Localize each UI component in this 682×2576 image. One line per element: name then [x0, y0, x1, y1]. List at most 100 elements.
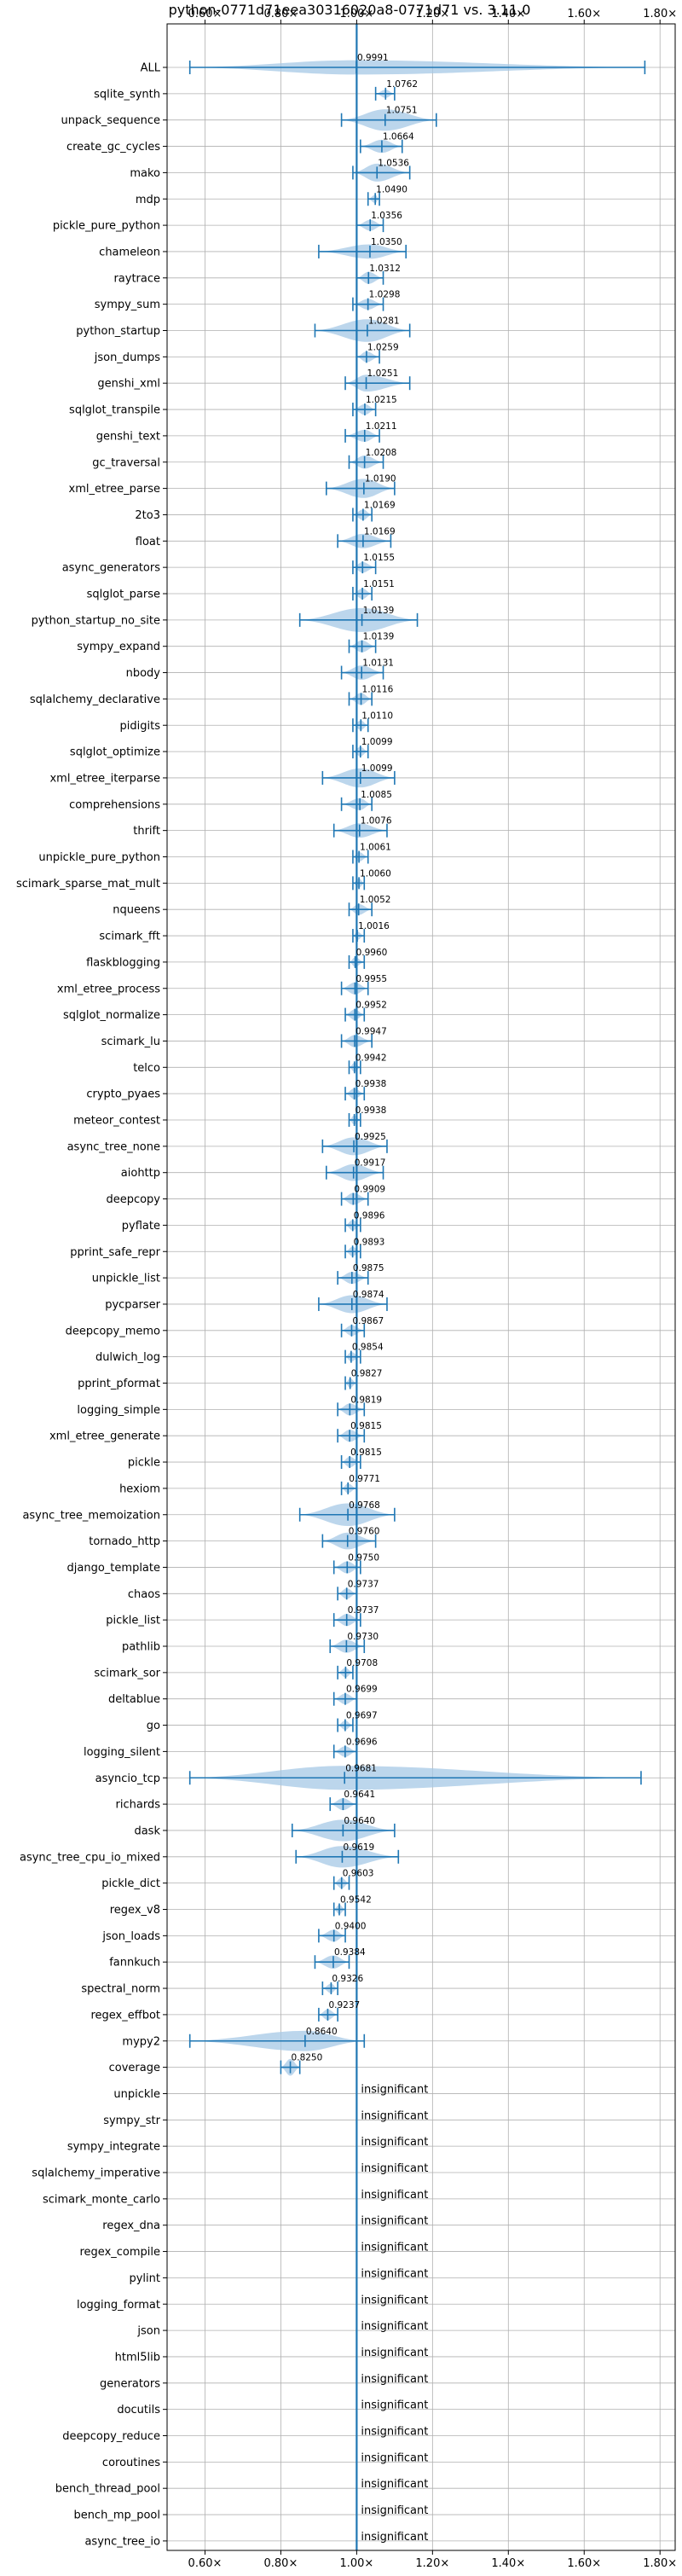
value-label: 0.9827: [351, 1369, 383, 1379]
category-label: raytrace: [113, 272, 160, 285]
value-label: 0.9696: [346, 1737, 378, 1747]
value-label: 0.9893: [354, 1237, 385, 1247]
category-label: genshi_text: [96, 430, 160, 443]
x-tick-label-bottom: 1.20×: [415, 2557, 449, 2570]
value-label: 0.9237: [328, 2000, 360, 2010]
category-label: pidigits: [120, 720, 161, 733]
insignificant-label: insignificant: [361, 2294, 428, 2306]
category-label: dulwich_log: [95, 1351, 160, 1364]
value-label: 1.0251: [367, 368, 399, 379]
value-label: 0.9909: [354, 1185, 385, 1195]
x-tick-label-top: 1.80×: [643, 8, 677, 20]
category-label: json_loads: [101, 1930, 160, 1943]
category-label: unpack_sequence: [61, 114, 160, 127]
category-label: mako: [130, 167, 160, 180]
insignificant-label: insignificant: [361, 2347, 428, 2359]
category-label: regex_compile: [79, 2246, 160, 2259]
category-label: xml_etree_process: [57, 983, 160, 995]
value-label: 0.9542: [340, 1895, 372, 1906]
value-label: 0.9896: [354, 1210, 385, 1221]
category-label: aiohttp: [121, 1167, 160, 1180]
category-label: pickle_dict: [101, 1877, 160, 1890]
category-label: sqlalchemy_imperative: [32, 2167, 160, 2180]
insignificant-label: insignificant: [361, 2504, 428, 2517]
category-label: pickle: [128, 1457, 160, 1470]
category-label: sqlite_synth: [94, 88, 160, 101]
category-label: scimark_monte_carlo: [43, 2193, 160, 2206]
value-label: 0.9854: [352, 1343, 384, 1353]
category-label: dask: [134, 1825, 160, 1837]
category-label: sqlglot_transpile: [69, 404, 160, 417]
value-label: 0.9681: [345, 1763, 377, 1773]
category-label: sympy_expand: [77, 641, 160, 653]
category-label: pickle_pure_python: [53, 220, 160, 233]
category-label: pprint_pformat: [78, 1378, 160, 1390]
insignificant-label: insignificant: [361, 2373, 428, 2386]
value-label: 1.0356: [371, 211, 402, 221]
category-label: spectral_norm: [81, 1983, 160, 1996]
value-label: 1.0131: [362, 659, 394, 669]
value-label: 1.0139: [363, 606, 395, 616]
value-label: 0.9815: [350, 1421, 382, 1431]
category-label: unpickle_list: [92, 1273, 160, 1285]
category-label: chameleon: [99, 246, 160, 258]
category-label: unpickle: [113, 2088, 160, 2101]
category-label: mdp: [136, 194, 160, 206]
category-label: async_tree_io: [84, 2535, 160, 2548]
category-label: comprehensions: [69, 798, 160, 811]
category-label: asyncio_tcp: [95, 1772, 160, 1785]
value-label: 1.0076: [361, 816, 392, 827]
x-tick-label-top: 0.60×: [188, 8, 223, 20]
category-label: gc_traversal: [92, 456, 160, 469]
category-label: xml_etree_parse: [69, 483, 160, 496]
value-label: 0.9760: [349, 1527, 380, 1537]
x-tick-label-top: 1.60×: [567, 8, 601, 20]
value-label: 1.0052: [360, 895, 391, 905]
plot-frame: [166, 23, 676, 2551]
category-label: nbody: [126, 667, 161, 680]
category-label: python_startup: [76, 325, 160, 338]
violins: [188, 60, 646, 2076]
value-label: 1.0490: [376, 184, 407, 194]
value-label: 1.0061: [360, 843, 391, 853]
value-label: 1.0169: [364, 526, 396, 537]
value-label: 1.0751: [386, 106, 418, 116]
value-label: 1.0099: [361, 763, 393, 774]
value-label: 0.9708: [346, 1658, 378, 1668]
value-label: 0.9867: [352, 1316, 384, 1326]
category-label: telco: [133, 1062, 160, 1075]
category-label: genshi_xml: [97, 378, 160, 391]
value-label: 1.0281: [368, 316, 400, 327]
value-label: 0.9938: [355, 1105, 387, 1116]
value-label: 1.0312: [369, 264, 401, 274]
value-label: 1.0215: [366, 395, 397, 405]
value-label: 0.9925: [355, 1132, 386, 1142]
value-label: 0.8640: [306, 2027, 338, 2037]
value-label: 0.9917: [355, 1158, 386, 1169]
category-label: deltablue: [108, 1693, 160, 1706]
insignificant-label: insignificant: [361, 2215, 428, 2228]
category-label: pylint: [129, 2272, 160, 2285]
category-label: pickle_list: [106, 1615, 160, 1627]
category-label: chaos: [128, 1588, 160, 1601]
value-label: 0.9737: [348, 1579, 379, 1589]
category-label: sympy_sum: [95, 299, 160, 311]
category-label: pyflate: [122, 1220, 160, 1233]
value-label: 0.9697: [346, 1711, 378, 1721]
x-tick-label-bottom: 0.60×: [188, 2557, 223, 2570]
value-label: 1.0169: [364, 500, 396, 510]
value-label: 1.0116: [362, 684, 394, 694]
category-label: crypto_pyaes: [86, 1088, 160, 1101]
value-label: 1.0085: [361, 790, 392, 800]
insignificant-label: insignificant: [361, 2531, 428, 2544]
value-label: 0.9955: [355, 974, 387, 984]
insignificant-label: insignificant: [361, 2399, 428, 2412]
value-label: 0.9400: [335, 1921, 367, 1931]
category-label: hexiom: [119, 1482, 160, 1495]
category-label: sqlglot_normalize: [63, 1009, 160, 1022]
value-label: 0.9730: [347, 1632, 379, 1642]
category-label: async_tree_cpu_io_mixed: [20, 1851, 160, 1864]
value-label: 1.0208: [366, 448, 397, 458]
category-label: scimark_sor: [94, 1667, 160, 1680]
